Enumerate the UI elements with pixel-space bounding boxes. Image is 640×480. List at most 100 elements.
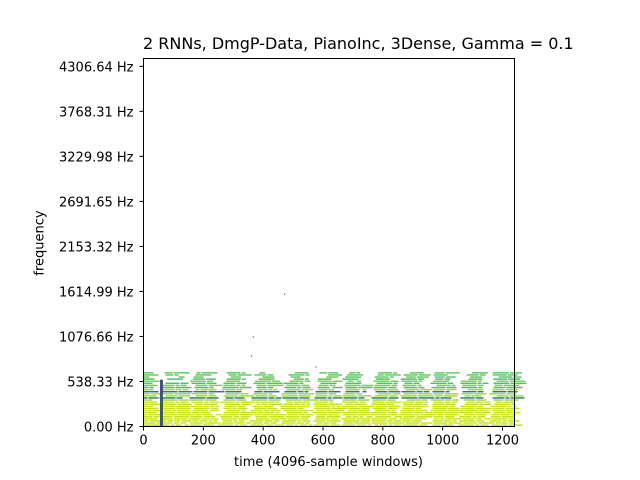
x-tick-label: 1200 [486,434,519,449]
spectrogram-cell [444,416,455,418]
spectrogram-cell [270,409,281,412]
spectrogram-cell [342,399,357,401]
spectrogram-cell [173,422,180,424]
spectrogram-cell [200,411,211,414]
spectrogram-cell [475,418,482,420]
spectrogram-cell [415,409,428,412]
spectrogram-cell [194,403,203,405]
spectrogram-cell [462,418,475,420]
spectrogram-cell [143,424,161,426]
spectrogram-cell [206,382,217,385]
spectrogram-cell [477,416,486,418]
y-tick-label: 3768.31 Hz [59,105,134,120]
spectrogram-cell [294,424,299,426]
spectrogram-cell [430,399,445,401]
spectrogram-cell [245,422,252,424]
spectrogram-cell [221,388,236,391]
spectrogram-cell [281,395,298,397]
spectrogram-cell [241,384,246,387]
x-tick-label: 400 [251,434,276,449]
spectrogram-cell [433,418,440,420]
spectrogram-cell [143,416,153,418]
spectrogram-cell [240,416,251,418]
spectrogram-cell [237,405,246,408]
spectrogram-cell [417,395,434,397]
spectrogram-cell [398,413,415,416]
spectrogram-cell [356,424,367,426]
spectrogram-cell [462,390,477,393]
spectrogram-cell [178,390,193,393]
spectrogram-cell [345,386,358,389]
spectrogram-cell [175,424,182,426]
spectrogram-cell [286,411,303,414]
spectrogram-cell [506,393,517,395]
spectrogram-cell [143,372,154,374]
spectrogram-cell [372,401,385,403]
spectrogram-cell [327,411,342,414]
harmonic-speckle [251,355,253,357]
spectrogram-cell [265,424,274,426]
spectrogram-cell [302,386,311,389]
spectrogram-cell [431,386,446,389]
spectrogram-cell [330,422,337,424]
spectrogram-cell [143,386,149,389]
spectrogram-cell [143,403,149,405]
spectrogram-cell [402,401,415,403]
spectrogram-cell [180,384,187,387]
spectrogram-cell [374,395,389,397]
spectrogram-cell [156,422,173,424]
spectrogram-cell [420,413,437,416]
spectrogram-cell [300,416,311,418]
spectrogram-cell [208,393,215,395]
spectrogram-cell [390,380,399,382]
spectrogram-cell [301,403,306,405]
spectrogram-cell [463,422,478,424]
spectrogram-cell [173,418,188,420]
spectrogram-cell [400,411,413,414]
spectrogram-cell [251,399,268,401]
spectrogram-cell [220,416,233,418]
spectrogram-cell [195,395,208,397]
spectrogram-cell [477,405,484,408]
spectrogram-cell [143,395,157,397]
spectrogram-cell [505,388,518,391]
spectrogram-cell [476,399,487,401]
spectrogram-cell [236,384,241,387]
spectrogram-cell [191,393,208,395]
spectrogram-cell [424,401,429,403]
spectrogram-cell [393,382,398,385]
spectrogram-cell [287,418,300,420]
spectrogram-cell [177,403,192,405]
spectrogram-cell [284,390,297,393]
spectrogram-cell [445,390,450,393]
spectrogram-cell [323,422,330,424]
spectrogram-cell [161,407,176,410]
spectrogram-cell [239,424,248,426]
spectrogram-cell [191,382,206,385]
spectrogram-cell [298,395,311,397]
spectrogram-cell [191,401,204,403]
x-tick-label: 200 [191,434,216,449]
spectrogram-cell [328,395,333,397]
spectrogram-cell [163,413,178,416]
spectrogram-cell [492,397,505,399]
spectrogram-cell [298,413,305,416]
spectrogram-cell [161,411,176,414]
spectrogram-cell [444,413,459,416]
spectrogram-cell [174,374,179,376]
spectrogram-cell [477,384,484,387]
spectrogram-cell [417,384,422,387]
spectrogram-cell [221,418,238,420]
spectrogram-cell [223,399,236,401]
spectrogram-cell [388,418,397,420]
spectrogram-cell [444,401,451,403]
spectrogram-cell [299,397,310,399]
spectrogram-cell [513,376,522,378]
chart-title: 2 RNNs, DmgP-Data, PianoInc, 3Dense, Gam… [143,34,574,53]
spectrogram-cell [446,386,457,389]
spectrogram-cell [222,413,239,416]
spectrogram-cell [255,401,260,403]
spectrogram-cell [189,422,204,424]
spectrogram-cell [458,424,475,426]
spectrogram-cell [466,374,479,376]
